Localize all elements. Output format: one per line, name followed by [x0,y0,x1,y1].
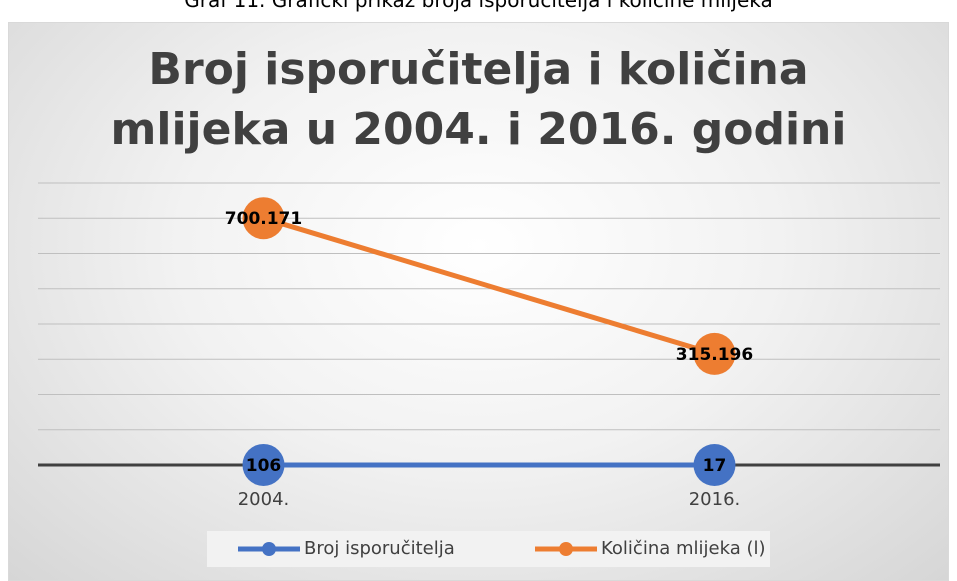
legend-box [207,531,770,567]
caption: Graf 11. Grafički prikaz broja isporučit… [184,0,773,12]
point [693,443,736,486]
legend-marker [559,542,573,556]
chart-title: Broj isporučitelja i količina mlijeka u … [110,44,847,155]
legend-label: Količina mlijeka (l) [601,538,766,559]
data-label: 106 [246,456,282,476]
point [242,197,285,240]
legend-marker [262,542,276,556]
point [242,443,285,486]
data-label: 700.171 [225,209,302,229]
point [693,332,736,375]
data-label: 315.196 [676,345,753,365]
data-label: 17 [703,456,727,476]
chart-frame [8,22,949,581]
legend-label: Broj isporučitelja [304,538,455,559]
x-tick-label: 2004. [238,489,290,510]
x-tick-label: 2016. [689,489,741,510]
series-line [262,215,716,357]
